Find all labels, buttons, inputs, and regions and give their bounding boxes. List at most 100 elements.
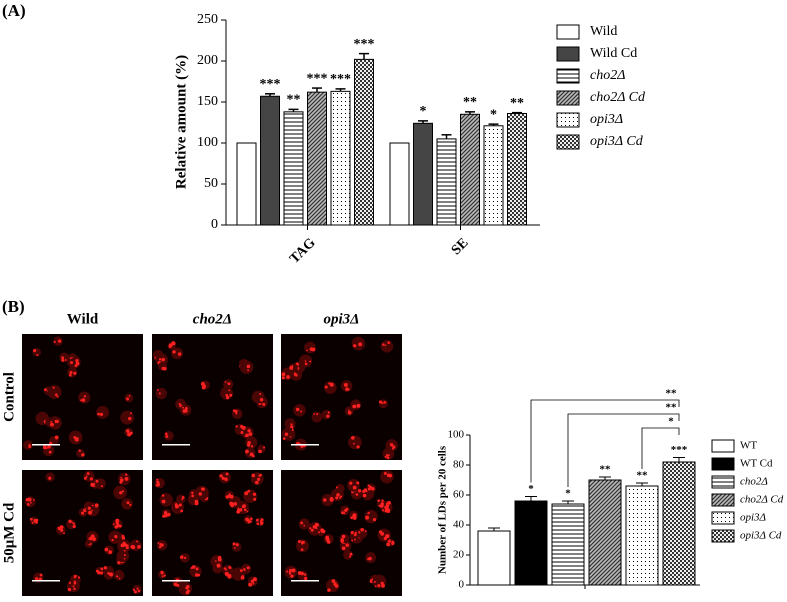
significance: ***: [260, 77, 281, 92]
lipid-droplet: [244, 491, 249, 496]
lipid-droplet: [174, 503, 178, 506]
lipid-droplet: [69, 371, 73, 375]
lipid-droplet: [123, 543, 128, 547]
lipid-droplet: [291, 568, 296, 573]
lipid-droplet: [238, 508, 243, 512]
lipid-droplet: [257, 477, 261, 481]
cell: [113, 569, 125, 581]
bar: [354, 58, 374, 226]
lipid-droplet: [64, 359, 67, 361]
lipid-droplet: [348, 409, 350, 412]
lipid-droplet: [297, 571, 302, 575]
lipid-droplet: [128, 395, 131, 397]
lipid-droplet: [365, 515, 370, 520]
lipid-droplet: [55, 419, 59, 424]
lipid-droplet: [233, 547, 236, 549]
lipid-droplet: [136, 540, 139, 543]
y-tick-label: 150: [197, 94, 218, 109]
lipid-droplet: [33, 499, 35, 501]
bar: [514, 500, 548, 586]
lipid-droplet: [349, 552, 353, 556]
lipid-droplet: [136, 587, 139, 590]
lipid-droplet: [163, 574, 166, 577]
lipid-droplet: [95, 479, 99, 483]
lipid-droplet: [240, 575, 245, 580]
lipid-droplet: [47, 445, 51, 449]
significance: **: [463, 95, 477, 110]
comparison-bracket: [641, 427, 680, 469]
lipid-droplet: [362, 493, 367, 498]
comparison-bracket: [567, 413, 680, 487]
lipid-droplet: [29, 517, 33, 521]
lipid-droplet: [130, 545, 135, 549]
significance: *: [490, 107, 497, 122]
lipid-droplet: [72, 585, 75, 588]
lipid-droplet: [323, 498, 327, 502]
bar: [330, 90, 351, 226]
lipid-droplet: [54, 435, 59, 440]
lipid-droplet: [73, 580, 77, 583]
lipid-droplet: [108, 550, 113, 555]
significance: *: [420, 104, 427, 119]
lipid-droplet: [302, 540, 305, 544]
lipid-droplet: [130, 412, 132, 415]
bar: [551, 503, 585, 586]
lipid-droplet: [218, 557, 222, 562]
legend-label: cho2Δ Cd: [590, 90, 646, 105]
lipid-droplet: [380, 532, 385, 536]
x-tick-label: SE: [449, 235, 472, 258]
lipid-droplet: [115, 518, 120, 523]
y-tick-label: 100: [197, 135, 218, 150]
lipid-droplet: [137, 544, 141, 549]
lipid-droplet: [173, 582, 178, 587]
scale-bar: [162, 580, 190, 582]
lipid-droplet: [121, 535, 125, 539]
lipid-droplet: [90, 482, 95, 487]
lipid-droplet: [111, 539, 114, 542]
cell: [380, 469, 394, 484]
lipid-droplet: [26, 502, 30, 506]
lipid-droplet: [54, 393, 58, 396]
lipid-droplet: [104, 547, 109, 552]
lipid-droplet: [374, 580, 376, 583]
lipid-droplet: [245, 449, 249, 454]
lipid-droplet: [91, 504, 94, 507]
lipid-droplet: [235, 543, 239, 547]
bar: [507, 112, 527, 226]
lipid-droplet: [119, 481, 123, 484]
bar: [283, 111, 304, 226]
lipid-droplet: [120, 543, 125, 548]
lipid-droplet: [39, 573, 43, 577]
lipid-droplet: [50, 421, 53, 423]
lipid-droplet: [181, 498, 184, 501]
lipid-droplet: [343, 382, 348, 387]
lipid-droplet: [178, 403, 181, 406]
lipid-droplet: [194, 499, 198, 503]
lipid-droplet: [223, 567, 226, 570]
bar: [236, 142, 257, 226]
y-tick-label: 0: [211, 217, 218, 232]
cell: [304, 341, 316, 354]
lipid-droplet: [88, 510, 92, 515]
lipid-droplet: [259, 393, 262, 395]
y-tick-label: 80: [453, 459, 465, 471]
lipid-droplet: [246, 566, 250, 570]
lipid-droplet: [161, 494, 165, 497]
lipid-droplet: [227, 494, 232, 499]
lipid-droplet: [300, 521, 304, 525]
cell: [117, 539, 131, 553]
cell: [47, 385, 62, 400]
cell: [124, 393, 134, 403]
significance: **: [510, 96, 524, 111]
lipid-droplet: [245, 433, 249, 438]
lipid-droplet: [243, 508, 247, 512]
lipid-droplet: [61, 358, 65, 362]
lipid-droplet: [83, 395, 87, 398]
lipid-droplet: [35, 577, 39, 581]
micrograph: [22, 334, 143, 460]
lipid-droplet: [306, 349, 308, 352]
column-label: Wild: [67, 311, 99, 327]
lipid-droplet: [341, 534, 346, 539]
legend-swatch: [556, 134, 580, 150]
lipid-droplet: [126, 501, 130, 505]
